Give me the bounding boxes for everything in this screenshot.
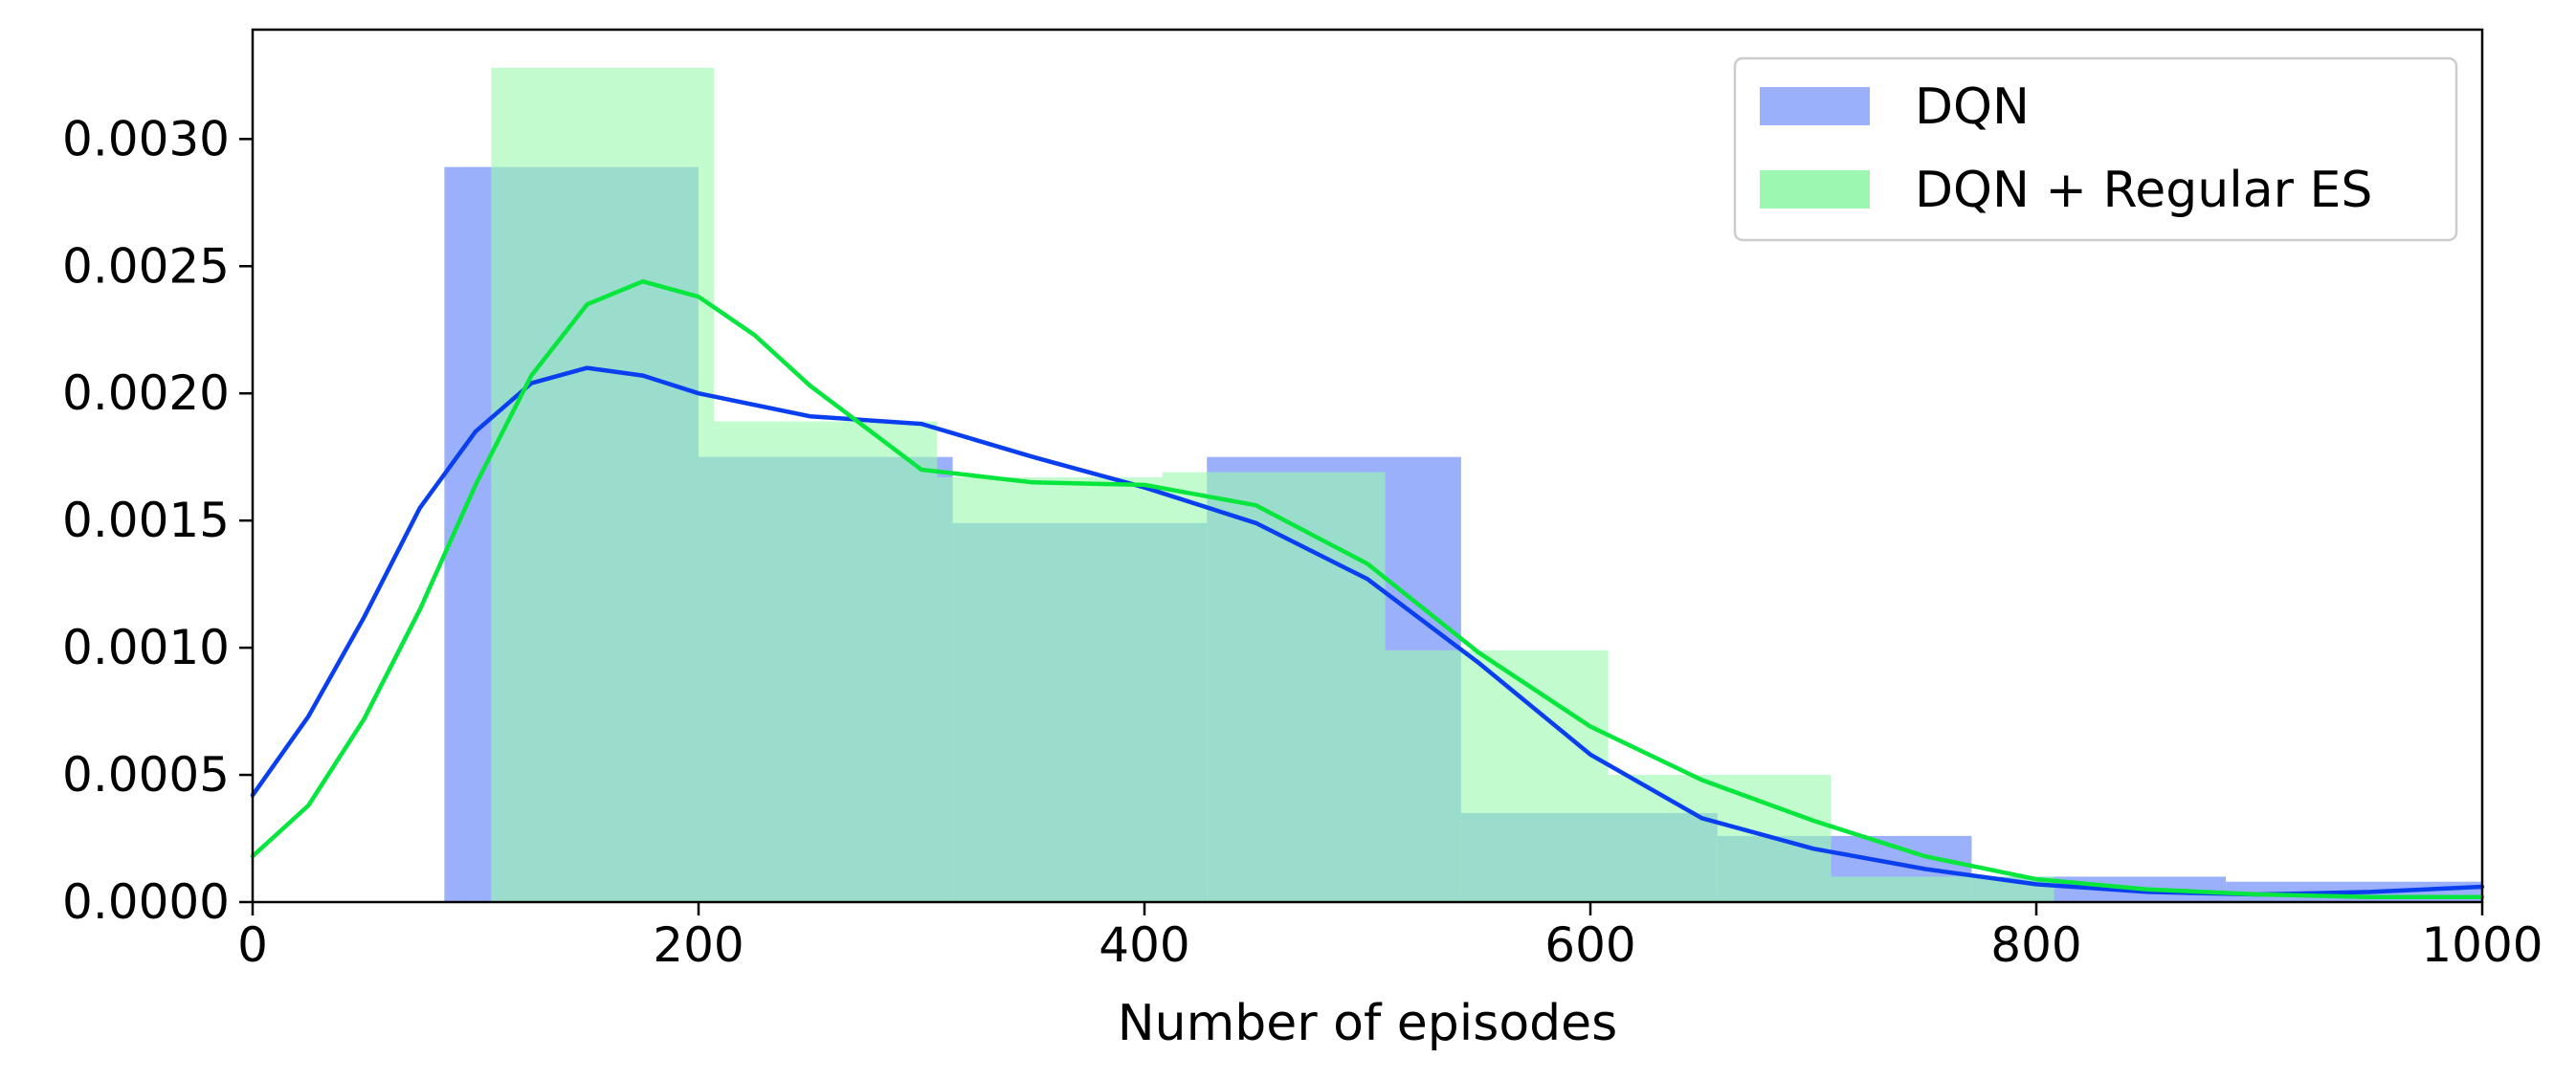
bar-series-2-bin-5 xyxy=(1385,650,1609,902)
bar-series-2-bin-4 xyxy=(1162,472,1386,902)
legend-swatch-series-1 xyxy=(1760,87,1870,125)
y-axis-ticks: 0.0000 0.0005 0.0010 0.0015 0.0020 0.0025 0.00… xyxy=(62,111,253,930)
kde-line-series-1 xyxy=(250,365,2485,897)
x-tick-label: 400 xyxy=(1099,917,1189,973)
histogram-bars xyxy=(444,67,2482,903)
bar-series-2-bin-2 xyxy=(714,421,938,902)
plot-frame xyxy=(251,28,2484,904)
x-axis-ticks: 0 200 400 600 800 1000 xyxy=(237,902,2543,973)
y-tick-label: 0.0025 xyxy=(62,238,230,294)
kde-curves xyxy=(250,278,2485,899)
legend-label-series-1: DQN xyxy=(1915,78,2030,136)
legend-box xyxy=(1733,56,2458,242)
x-tick-label: 0 xyxy=(237,917,268,973)
y-tick-label: 0.0015 xyxy=(62,493,230,548)
bar-series-2-bin-1 xyxy=(491,67,715,903)
bar-series-2-bin-6 xyxy=(1608,775,1832,902)
x-tick-label: 1000 xyxy=(2421,917,2543,973)
bar-series-2-bin-3 xyxy=(937,476,1163,902)
x-tick-label: 200 xyxy=(653,917,744,973)
y-tick-label: 0.0005 xyxy=(62,747,230,803)
x-axis-label: Number of episodes xyxy=(1118,995,1618,1052)
kde-line-series-2 xyxy=(250,278,2485,899)
y-tick-label: 0.0000 xyxy=(62,874,230,930)
y-tick-label: 0.0020 xyxy=(62,365,230,421)
x-tick-label: 600 xyxy=(1544,917,1635,973)
y-tick-label: 0.0030 xyxy=(62,111,230,166)
legend: DQN DQN + Regular ES xyxy=(1733,56,2458,242)
legend-label-series-2: DQN + Regular ES xyxy=(1915,162,2372,219)
y-tick-label: 0.0010 xyxy=(62,620,230,675)
x-tick-label: 800 xyxy=(1990,917,2081,973)
legend-swatch-series-2 xyxy=(1760,170,1870,209)
